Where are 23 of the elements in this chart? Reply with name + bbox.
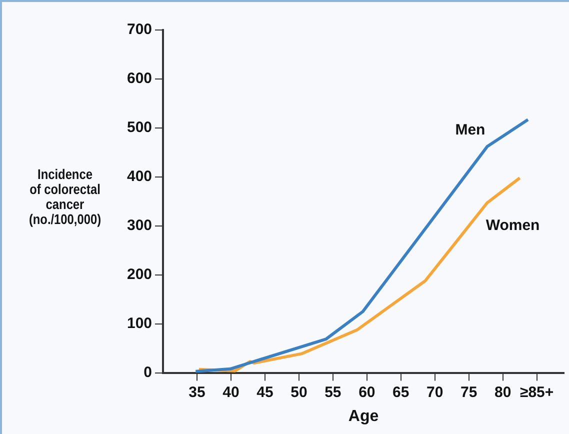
x-tick-label: 65 xyxy=(392,384,410,401)
y-axis-title: Incidence of colorectal cancer (no./100,000) xyxy=(28,166,102,227)
y-tick-label: 200 xyxy=(126,266,152,283)
series-label: Men xyxy=(455,122,486,139)
x-tick-label: 75 xyxy=(460,384,478,401)
y-tick-label: 600 xyxy=(126,70,152,88)
x-tick-label: 80 xyxy=(494,384,512,401)
x-tick-label: 70 xyxy=(426,384,444,401)
y-tick-label: 700 xyxy=(126,21,152,38)
x-axis-title: Age xyxy=(348,408,379,425)
x-tick-label: 40 xyxy=(222,384,240,401)
x-tick-label: 35 xyxy=(188,384,206,401)
x-tick-label: ≥85+ xyxy=(520,384,554,401)
x-tick-label: 60 xyxy=(358,384,376,401)
x-tick-label: 45 xyxy=(256,384,274,401)
y-tick-label: 0 xyxy=(144,364,152,381)
y-tick-label: 500 xyxy=(126,119,152,136)
x-tick-label: 55 xyxy=(324,384,342,401)
series-label: Women xyxy=(486,216,540,234)
y-tick-label: 400 xyxy=(126,168,152,186)
y-tick-label: 300 xyxy=(126,217,152,234)
x-tick-label: 50 xyxy=(290,384,308,401)
y-tick-label: 100 xyxy=(126,314,152,332)
